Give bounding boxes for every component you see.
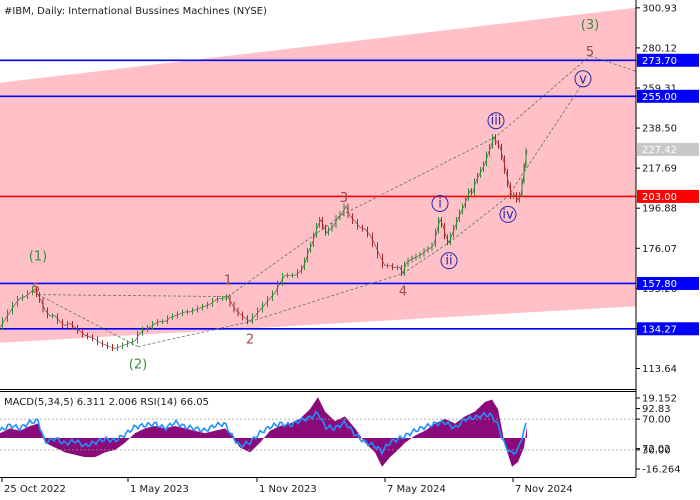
level-tag-bg-1 [637, 89, 699, 103]
time-tick-4: 7 Nov 2024 [515, 484, 573, 495]
wave-label-4: 2 [246, 333, 254, 348]
wave-label-11: v [579, 72, 587, 87]
macd-tick-2: 30.00 [642, 445, 671, 456]
time-tick-2: 1 Nov 2023 [259, 484, 317, 495]
price-series [0, 134, 528, 352]
price-tick-3: 238.50 [642, 124, 677, 135]
level-tag-bg-0 [637, 53, 699, 67]
time-tick-1: 1 May 2023 [130, 484, 189, 495]
wave-label-6: 4 [399, 284, 407, 299]
rsi-line [0, 410, 527, 456]
wave-label-3: 1 [224, 274, 232, 289]
guide-line-1 [137, 82, 584, 348]
current-price-tag-bg [637, 142, 699, 156]
price-tick-0: 300.93 [642, 3, 677, 14]
price-tick-11: 72.02 [642, 444, 671, 455]
wave-circle-11 [574, 70, 592, 88]
macd-rsi-series [0, 397, 636, 467]
wave-label-7: i [438, 197, 442, 212]
wave-label-13: (3) [581, 18, 599, 33]
price-tick-4: 217.69 [642, 164, 677, 175]
wave-label-12: 5 [586, 45, 594, 60]
time-tick-3: 7 May 2024 [387, 484, 446, 495]
wave-label-8: ii [445, 254, 452, 269]
price-channel [0, 7, 636, 343]
chart-title: #IBM, Daily: International Bussines Mach… [4, 6, 267, 17]
wave-circle-8 [440, 252, 458, 270]
wave-circle-7 [431, 195, 449, 213]
level-tag-bg-3 [637, 276, 699, 290]
current-price-tag: 227.42 [642, 145, 677, 156]
time-axis: 25 Oct 2022 1 May 2023 1 Nov 2023 7 May 202… [1, 477, 573, 495]
wave-label-9: iii [491, 114, 502, 129]
level-tag-3: 157.80 [642, 279, 677, 290]
guide-line-2 [589, 55, 637, 72]
support-resistance-levels [0, 59, 636, 330]
macd-tick-1: 70.00 [642, 415, 671, 426]
wave-circle-9 [487, 112, 505, 130]
level-tag-0: 273.70 [642, 56, 677, 67]
guide-line-3 [37, 294, 139, 347]
macd-tick-3: -16.264 [642, 465, 681, 476]
macd-axis: 19.152 70.00 30.00 -16.264 [636, 394, 681, 476]
macd-histogram [0, 397, 527, 467]
level-tag-4: 134.27 [642, 324, 677, 335]
wave-label-1: 5 [32, 282, 40, 297]
price-tags: 273.70 255.00 203.00 157.80 134.27 227.42 [637, 53, 699, 336]
wave-label-10: iv [502, 207, 514, 222]
price-tick-5: 196.88 [642, 204, 677, 215]
wave-label-5: 3 [340, 191, 348, 206]
wave-label-0: (1) [29, 250, 47, 265]
price-tick-2: 259.31 [642, 83, 677, 94]
price-tick-1: 280.12 [642, 43, 677, 54]
macd-label: MACD(5,34,5) 6.311 2.006 RSI(14) 66.05 [4, 397, 209, 408]
price-tick-10: 92.83 [642, 404, 671, 415]
wave-circle-10 [499, 205, 517, 223]
price-tick-6: 176.07 [642, 244, 677, 255]
time-tick-0: 25 Oct 2022 [4, 484, 66, 495]
price-tick-9: 113.64 [642, 364, 677, 375]
wave-label-2: (2) [129, 358, 147, 373]
level-tag-bg-4 [637, 322, 699, 336]
price-axis: 300.93 280.12 259.31 238.50 217.69 196.88 176.… [636, 3, 677, 455]
macd-tick-0: 19.152 [642, 394, 677, 405]
level-tag-bg-2 [637, 189, 699, 203]
level-tag-2: 203.00 [642, 192, 677, 203]
level-tag-1: 255.00 [642, 92, 677, 103]
